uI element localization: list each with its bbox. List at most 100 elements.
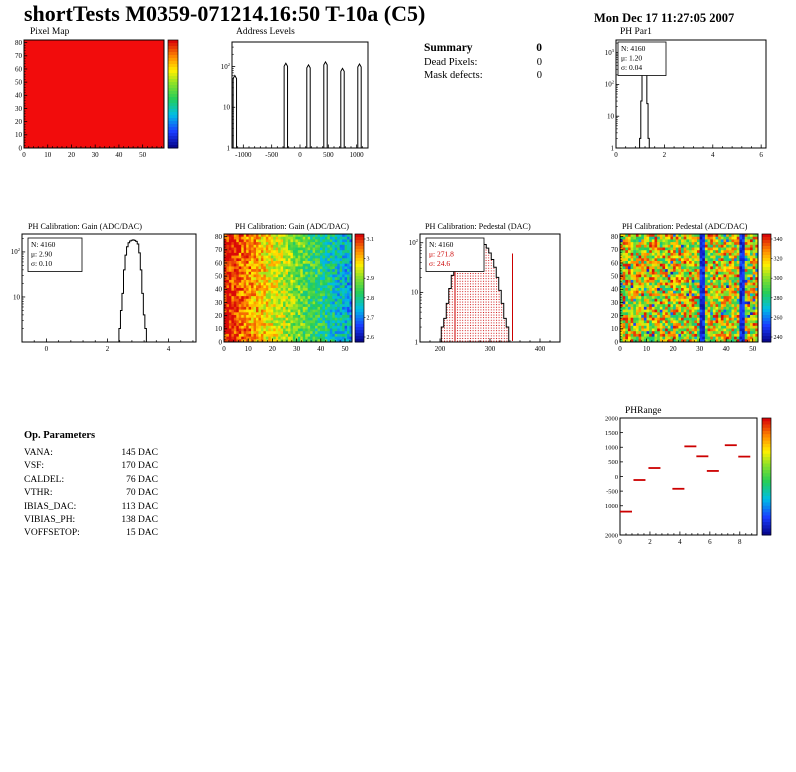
svg-text:2: 2 <box>106 345 110 353</box>
gain-map-title: PH Calibration: Gain (ADC/DAC) <box>235 222 349 231</box>
svg-text:N: 4160: N: 4160 <box>621 44 646 53</box>
svg-text:300: 300 <box>774 276 783 282</box>
svg-text:0: 0 <box>45 345 49 353</box>
svg-text:50: 50 <box>139 151 147 159</box>
param-value: 145 DAC <box>121 448 158 458</box>
svg-text:10: 10 <box>15 131 23 139</box>
param-label: VSF: <box>24 461 45 472</box>
op-parameters-title: Op. Parameters <box>24 430 96 441</box>
summary-panel: Summary 0 Dead Pixels: 0 Mask defects: 0 <box>424 42 542 81</box>
svg-text:50: 50 <box>611 272 619 280</box>
gain-histogram-pad: PH Calibration: Gain (ADC/DAC) 0 2 4 10 102 N… <box>0 218 214 370</box>
svg-text:1000: 1000 <box>605 503 618 510</box>
param-value: 0 <box>536 56 542 68</box>
svg-text:10: 10 <box>44 151 52 159</box>
svg-text:80: 80 <box>15 39 23 47</box>
svg-text:-1000: -1000 <box>235 151 252 159</box>
svg-text:10: 10 <box>223 104 231 112</box>
param-value: 113 DAC <box>121 501 158 512</box>
svg-text:300: 300 <box>485 345 496 353</box>
svg-text:N: 4160: N: 4160 <box>31 240 56 249</box>
svg-text:2: 2 <box>648 538 652 546</box>
svg-text:3: 3 <box>367 257 370 263</box>
svg-text:10: 10 <box>611 325 619 333</box>
param-label: VTHR: <box>24 488 53 499</box>
svg-text:340: 340 <box>774 237 783 243</box>
svg-text:500: 500 <box>608 459 618 466</box>
svg-text:1000: 1000 <box>350 151 365 159</box>
svg-text:30: 30 <box>293 345 301 353</box>
svg-text:1: 1 <box>611 144 615 152</box>
gain-map-chart: 0 10 20 30 40 50 0 10 20 30 40 50 60 70 80 3.1 3 2.9 2.8 2.… <box>215 233 375 353</box>
address-levels-title: Address Levels <box>236 27 295 37</box>
svg-text:-500: -500 <box>606 488 618 495</box>
svg-text:320: 320 <box>774 257 783 263</box>
svg-text:30: 30 <box>696 345 704 353</box>
svg-text:4: 4 <box>678 538 682 546</box>
param-row: Dead Pixels: 0 <box>424 57 542 68</box>
param-value: 70 DAC <box>126 488 158 499</box>
param-row: VTHR: 70 DAC <box>24 488 158 498</box>
svg-text:σ: 0.10: σ: 0.10 <box>31 259 52 268</box>
param-label: IBIAS_DAC: <box>24 501 77 512</box>
param-label: Mask defects: <box>424 70 483 81</box>
svg-text:30: 30 <box>92 151 100 159</box>
param-value: 0 <box>536 70 542 81</box>
svg-text:20: 20 <box>215 312 223 320</box>
svg-text:2.9: 2.9 <box>367 276 375 282</box>
pedestal-map-pad: PH Calibration: Pedestal (ADC/DAC) 0 10 20… <box>600 218 796 370</box>
svg-text:2000: 2000 <box>605 415 618 422</box>
param-value: 170 DAC <box>121 461 158 472</box>
svg-text:6: 6 <box>759 151 763 159</box>
param-value: 15 DAC <box>126 528 158 539</box>
svg-text:0: 0 <box>219 338 223 346</box>
svg-text:103: 103 <box>605 48 615 57</box>
svg-text:70: 70 <box>215 246 223 254</box>
summary-rows: Dead Pixels: 0 Mask defects: 0 <box>424 57 542 82</box>
param-row: VIBIAS_PH: 138 DAC <box>24 515 158 525</box>
svg-text:2.6: 2.6 <box>367 335 375 341</box>
svg-text:102: 102 <box>605 80 614 89</box>
svg-text:10: 10 <box>411 289 419 297</box>
param-row: IBIAS_DAC: 113 DAC <box>24 502 158 512</box>
svg-text:260: 260 <box>774 315 783 321</box>
param-row: VOFFSETOP: 15 DAC <box>24 528 158 538</box>
svg-text:200: 200 <box>435 345 446 353</box>
param-row: CALDEL: 76 DAC <box>24 475 158 485</box>
svg-text:20: 20 <box>269 345 277 353</box>
ph-range-chart: 0 2 4 6 8 2000 1500 1000 500 0 -500 1000 2000 <box>605 415 772 546</box>
svg-text:240: 240 <box>774 335 783 341</box>
address-levels-chart: -1000 -500 0 500 1000 1 10 102 <box>221 41 369 159</box>
svg-text:50: 50 <box>341 345 349 353</box>
svg-text:μ: 271.8: μ: 271.8 <box>429 250 454 259</box>
svg-text:102: 102 <box>221 62 230 71</box>
svg-text:40: 40 <box>611 286 619 294</box>
summary-header: Summary 0 <box>424 42 542 54</box>
svg-text:20: 20 <box>15 118 23 126</box>
svg-text:40: 40 <box>215 286 223 294</box>
svg-text:10: 10 <box>215 325 223 333</box>
svg-text:μ: 1.20: μ: 1.20 <box>621 54 642 63</box>
svg-text:4: 4 <box>711 151 715 159</box>
pedestal-map-title: PH Calibration: Pedestal (ADC/DAC) <box>622 222 748 231</box>
svg-text:3.1: 3.1 <box>367 237 375 243</box>
op-parameters-panel: Op. Parameters VANA: 145 DAC VSF: 170 DAC CA… <box>24 430 158 538</box>
svg-text:70: 70 <box>15 52 23 60</box>
svg-text:0: 0 <box>298 151 302 159</box>
svg-text:0: 0 <box>22 151 26 159</box>
svg-text:0: 0 <box>614 151 618 159</box>
pixel-map-pad: Pixel Map 0 10 20 30 40 50 0 10 20 30 40 50 60 70 80 <box>8 24 216 174</box>
svg-text:1: 1 <box>415 338 419 346</box>
svg-text:N: 4160: N: 4160 <box>429 240 454 249</box>
param-row: Mask defects: 0 <box>424 70 542 81</box>
svg-text:1000: 1000 <box>605 445 618 452</box>
svg-text:50: 50 <box>215 272 223 280</box>
svg-text:1: 1 <box>227 144 231 152</box>
pixel-map-chart: 0 10 20 30 40 50 0 10 20 30 40 50 60 70 80 <box>15 39 179 159</box>
svg-text:2.7: 2.7 <box>367 315 375 321</box>
svg-text:0: 0 <box>615 338 619 346</box>
